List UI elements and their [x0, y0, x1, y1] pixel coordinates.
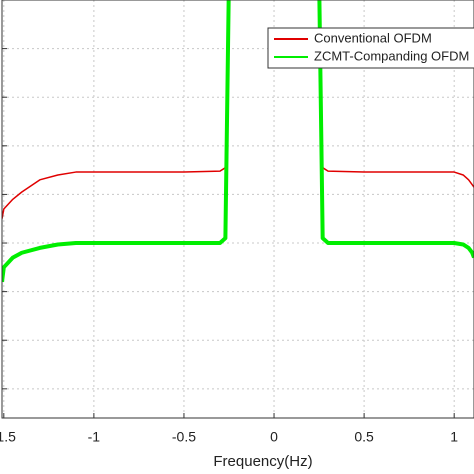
axes-frame	[1, 0, 474, 419]
legend-label: ZCMT-Companding OFDM	[314, 48, 469, 63]
x-tick-label: -1.5	[0, 429, 16, 445]
x-axis-label: Frequency(Hz)	[213, 453, 312, 470]
x-tick-label: 0	[270, 429, 278, 445]
frame: -1.5-1-0.500.51-80-70-60-50-40-30-20-10	[0, 0, 474, 445]
x-tick-label: -1	[88, 429, 101, 445]
series-line	[2, 0, 474, 219]
x-tick-label: -0.5	[172, 429, 196, 445]
plot-area	[2, 0, 474, 283]
legend-label: Conventional OFDM	[314, 30, 432, 45]
grid	[2, 0, 474, 418]
legend-box	[267, 27, 474, 69]
x-tick-label: 1	[450, 429, 458, 445]
legend: Conventional OFDM ZCMT-Companding OFDM	[267, 27, 474, 69]
x-tick-label: 0.5	[354, 429, 374, 445]
series-line	[2, 0, 474, 283]
